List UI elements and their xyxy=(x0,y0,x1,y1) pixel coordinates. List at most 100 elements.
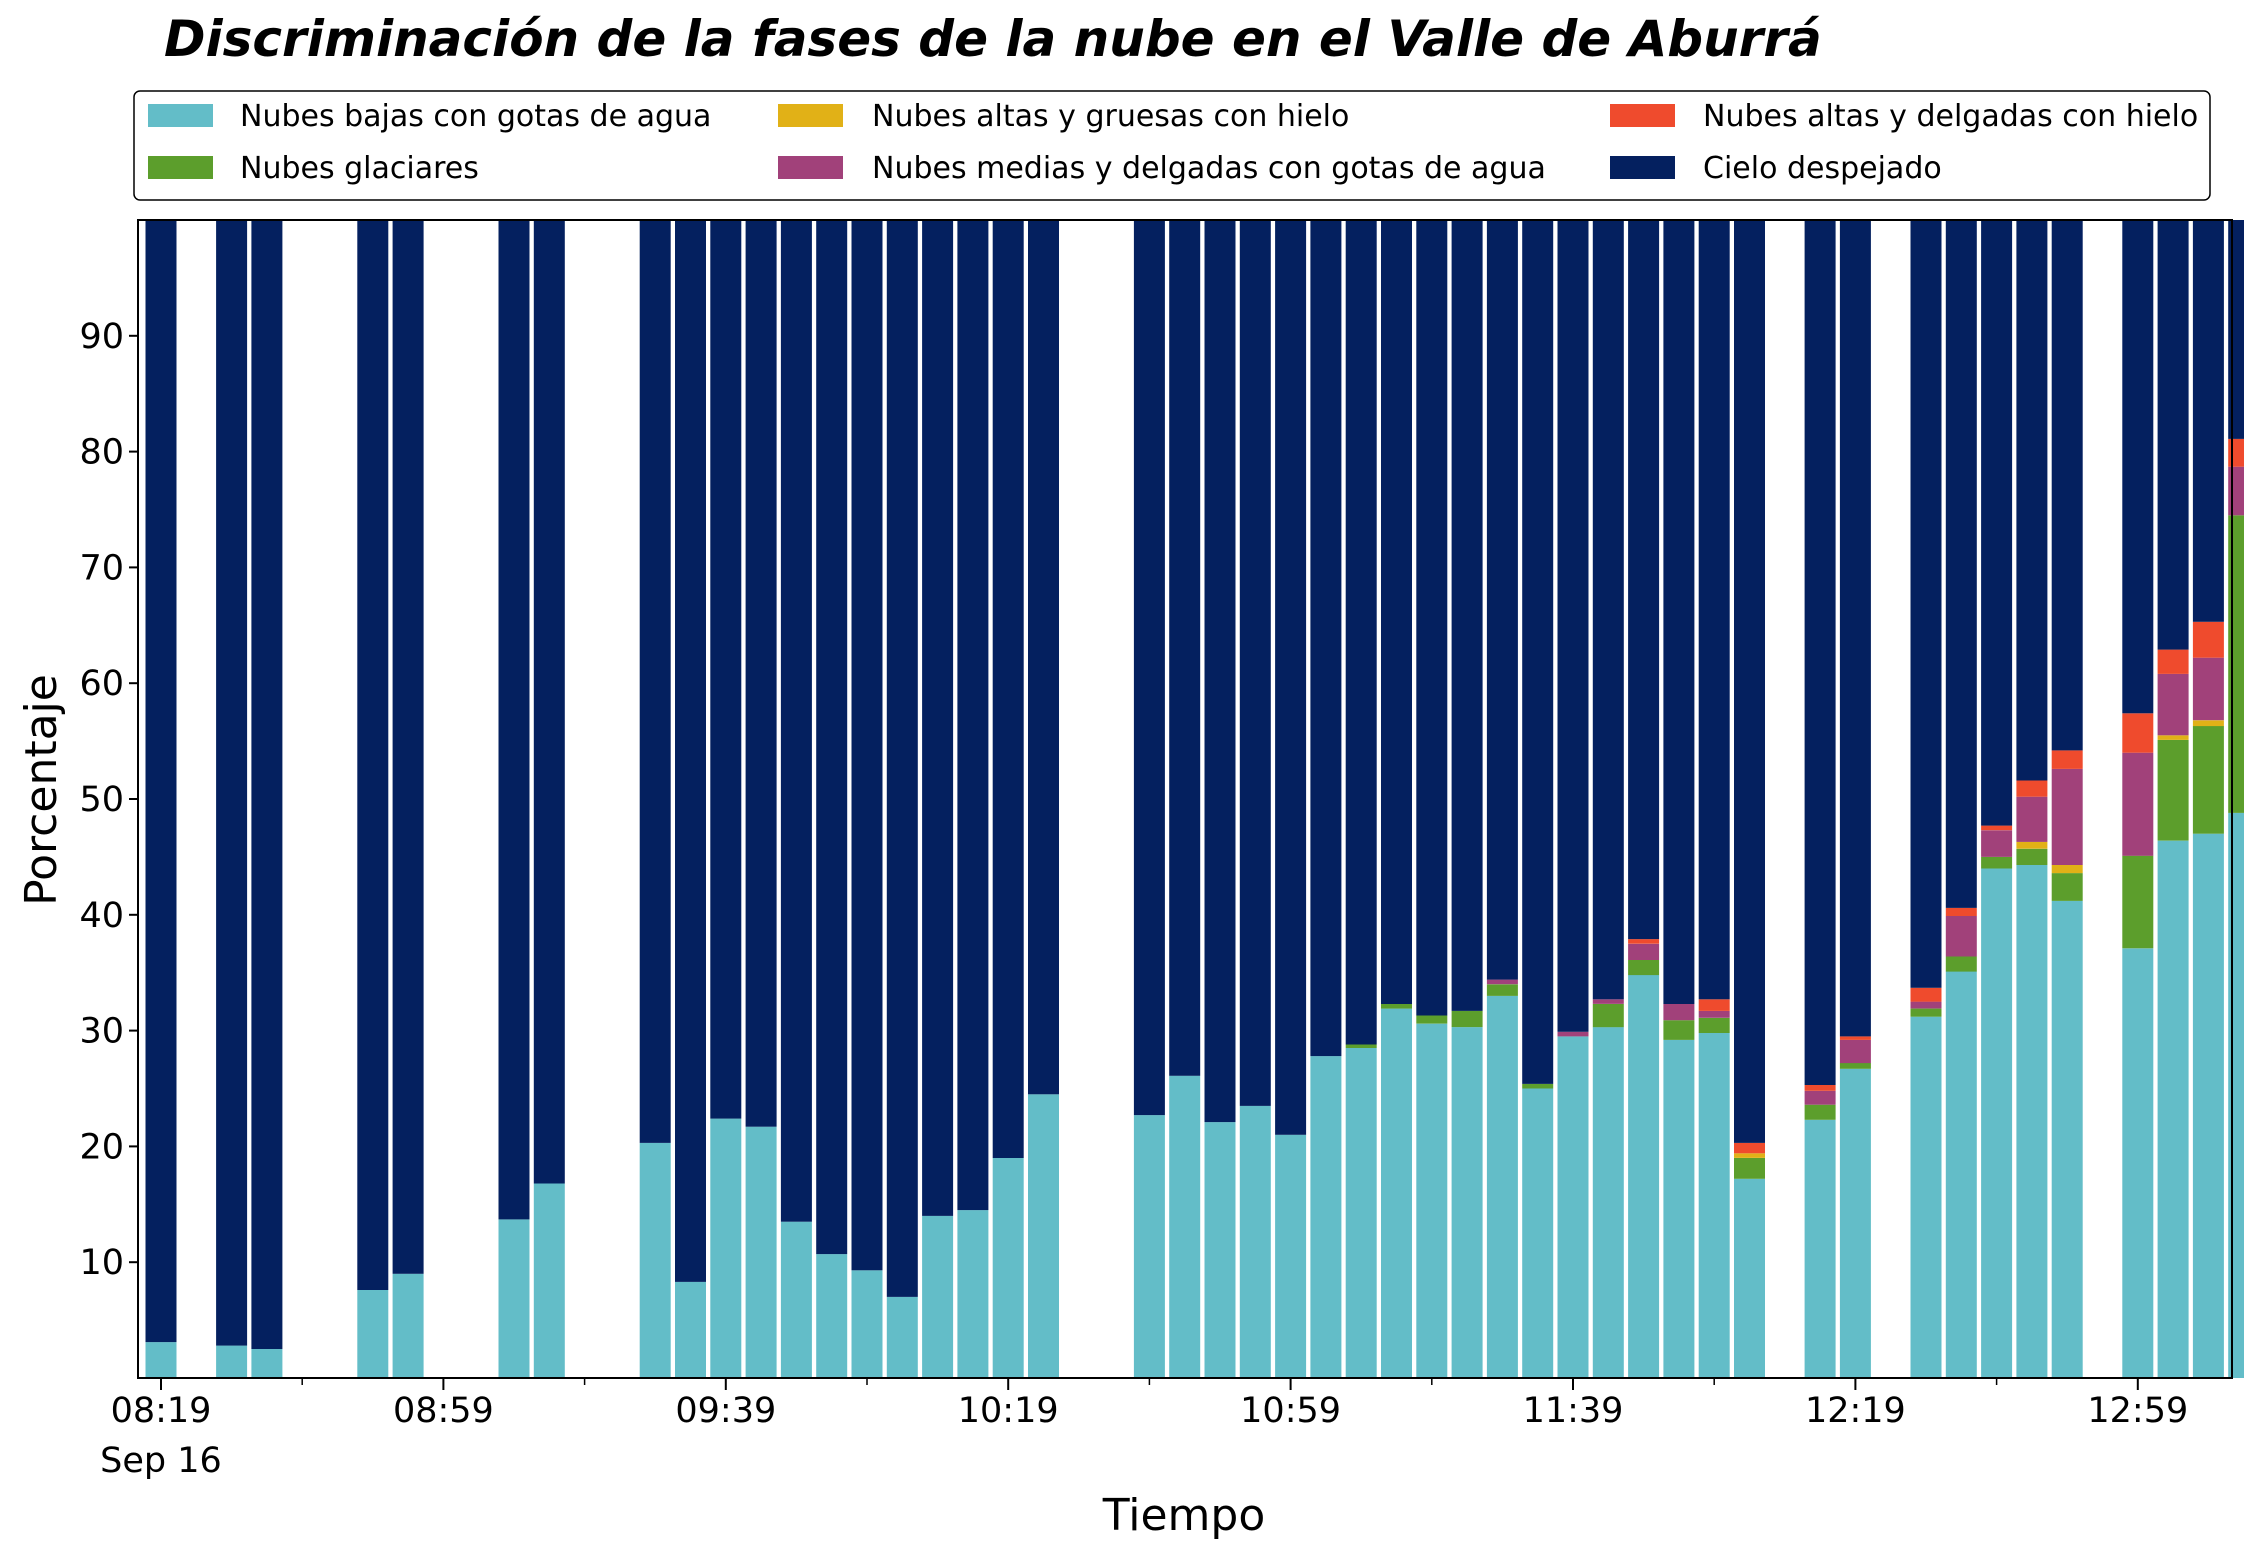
bar-stack xyxy=(1839,220,1871,1378)
bar-segment-bajas xyxy=(816,1254,848,1378)
bar-stack xyxy=(392,220,424,1378)
bar-stack xyxy=(1557,220,1589,1378)
bar-segment-bajas xyxy=(1275,1134,1307,1378)
bar-segment-despejado xyxy=(392,220,424,1274)
bar-segment-despejado xyxy=(1486,220,1518,980)
bar-segment-bajas xyxy=(2192,833,2224,1378)
bar-segment-despejado xyxy=(1981,220,2013,826)
bar-segment-despejado xyxy=(251,220,283,1349)
bar-segment-altas-delgadas xyxy=(1804,1085,1836,1091)
bar-stack xyxy=(639,220,671,1378)
bar-stack xyxy=(780,220,812,1378)
bar-segment-bajas xyxy=(533,1183,565,1378)
bar-segment-medias xyxy=(2157,673,2189,736)
bar-segment-bajas xyxy=(1310,1056,1342,1378)
bar-segment-glaciares xyxy=(1592,1004,1624,1028)
bar-stack xyxy=(816,220,848,1378)
bar-stack xyxy=(1310,220,1342,1378)
x-axis-label: Tiempo xyxy=(1102,1490,1266,1541)
x-tick-label: 11:39 xyxy=(1523,1391,1624,1431)
bar-segment-medias xyxy=(2192,657,2224,721)
bar-segment-glaciares xyxy=(1522,1083,1554,1089)
legend-swatch-medias xyxy=(778,156,843,179)
legend-swatch-altas-delgadas xyxy=(1610,104,1675,127)
bar-segment-altas-delgadas xyxy=(2192,621,2224,658)
bar-stack xyxy=(533,220,565,1378)
legend-label-bajas: Nubes bajas con gotas de agua xyxy=(240,99,711,134)
bar-stack xyxy=(1133,220,1165,1378)
bar-segment-despejado xyxy=(1239,220,1271,1106)
y-tick-label: 30 xyxy=(79,1012,124,1052)
bar-segment-glaciares xyxy=(1416,1015,1448,1024)
x-tick-label: 10:19 xyxy=(958,1391,1059,1431)
bar-segment-glaciares xyxy=(1381,1004,1412,1009)
bar-segment-despejado xyxy=(1592,220,1624,1000)
bar-stack xyxy=(1945,220,1977,1378)
bar-segment-bajas xyxy=(216,1345,248,1378)
bar-stack xyxy=(1628,220,1660,1378)
bar-stack xyxy=(1663,220,1695,1378)
bar-segment-despejado xyxy=(780,220,812,1222)
bar-segment-despejado xyxy=(816,220,848,1255)
bar-segment-bajas xyxy=(392,1273,424,1378)
y-tick-label: 40 xyxy=(79,896,124,936)
bar-segment-bajas xyxy=(357,1290,389,1378)
x-tick-label: 08:19 xyxy=(111,1391,212,1431)
bar-segment-medias xyxy=(2122,752,2154,856)
bar-stack xyxy=(1416,220,1448,1378)
bar-segment-altas-delgadas xyxy=(2016,780,2048,797)
legend-swatch-glaciares xyxy=(148,156,213,179)
bar-stack xyxy=(1804,220,1836,1378)
bar-segment-altas-gruesas xyxy=(1734,1153,1765,1158)
legend-swatch-altas-gruesas xyxy=(778,104,843,127)
bar-segment-bajas xyxy=(1239,1105,1271,1378)
bar-segment-despejado xyxy=(2122,220,2154,714)
bar-stack xyxy=(357,220,389,1378)
y-tick-label: 90 xyxy=(79,317,124,357)
bar-segment-despejado xyxy=(1945,220,1977,908)
bar-stack xyxy=(1028,220,1059,1378)
bar-segment-medias xyxy=(1945,916,1977,957)
bar-segment-altas-gruesas xyxy=(2157,735,2189,740)
bar-segment-despejado xyxy=(1663,220,1695,1004)
bar-segment-despejado xyxy=(1416,220,1448,1016)
bar-stack xyxy=(851,220,883,1378)
bar-segment-glaciares xyxy=(2051,873,2083,901)
bar-stack xyxy=(1451,220,1483,1378)
bar-stack xyxy=(2051,220,2083,1378)
bar-stack xyxy=(2228,220,2244,1378)
bar-segment-altas-delgadas xyxy=(2157,649,2189,674)
bar-stack xyxy=(1204,220,1236,1378)
bar-segment-bajas xyxy=(1416,1023,1448,1378)
bar-segment-despejado xyxy=(1698,220,1730,1000)
bar-segment-despejado xyxy=(357,220,389,1290)
bar-segment-glaciares xyxy=(1451,1010,1483,1028)
bar-segment-bajas xyxy=(2051,900,2083,1378)
bar-segment-glaciares xyxy=(1910,1008,1942,1017)
bar-segment-bajas xyxy=(675,1281,706,1378)
bar-segment-bajas xyxy=(1804,1119,1836,1378)
bar-stack xyxy=(957,220,989,1378)
bar-stack xyxy=(675,220,706,1378)
x-tick-label: 10:59 xyxy=(1240,1391,1341,1431)
bar-stack xyxy=(1910,220,1942,1378)
bar-segment-medias xyxy=(1557,1031,1589,1037)
bar-segment-despejado xyxy=(2228,220,2244,439)
bar-segment-despejado xyxy=(922,220,954,1216)
bar-stack xyxy=(216,220,248,1378)
bar-segment-despejado xyxy=(2157,220,2189,650)
bar-segment-despejado xyxy=(710,220,742,1119)
bar-segment-bajas xyxy=(1345,1048,1377,1378)
bar-segment-altas-gruesas xyxy=(2016,841,2048,849)
legend-swatch-despejado xyxy=(1610,156,1675,179)
x-tick-label: 12:59 xyxy=(2087,1391,2188,1431)
bar-segment-bajas xyxy=(1451,1027,1483,1378)
legend-frame xyxy=(133,90,2211,201)
bar-segment-bajas xyxy=(1169,1075,1201,1378)
bar-stack xyxy=(2122,220,2154,1378)
legend-label-altas-delgadas: Nubes altas y delgadas con hielo xyxy=(1703,99,2198,134)
bar-stack xyxy=(886,220,918,1378)
bar-segment-bajas xyxy=(1592,1027,1624,1378)
bar-segment-bajas xyxy=(2016,865,2048,1378)
plot-frame xyxy=(137,219,2233,1379)
